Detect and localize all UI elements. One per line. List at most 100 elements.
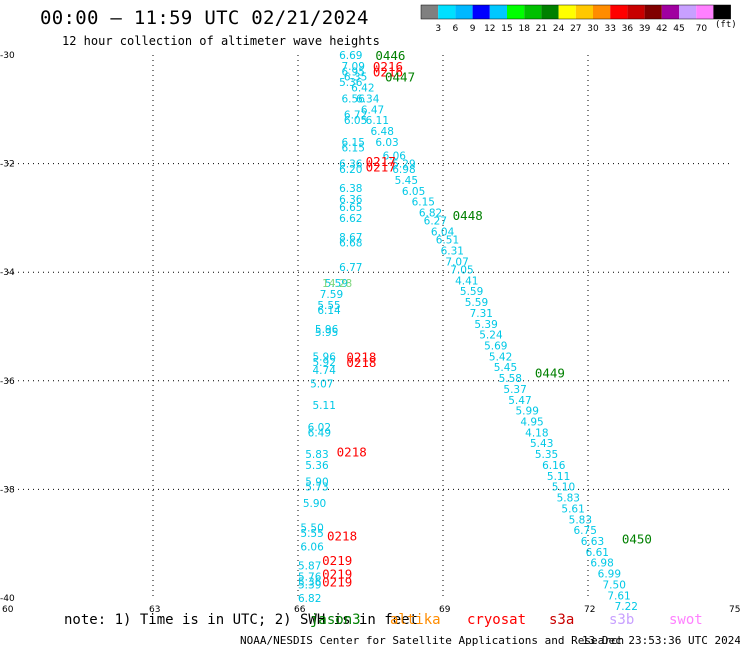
y-tick-label: -38: [0, 485, 15, 495]
data-point-label: 6.03: [375, 137, 398, 149]
time-label: 0219: [322, 553, 352, 568]
time-label: 0218: [346, 355, 376, 370]
data-point-label: 6.15: [342, 142, 365, 154]
data-point-label: 7.59: [320, 289, 343, 301]
color-scale-label: 21: [536, 24, 547, 34]
color-scale-label: 15: [501, 24, 512, 34]
chart-grid: [8, 55, 733, 598]
data-point-label: 5.24: [479, 330, 503, 342]
time-label: 0219: [322, 567, 352, 582]
data-point-label: 6.42: [351, 83, 374, 95]
data-point-label: 5.90: [305, 476, 328, 488]
data-point-label: 5.83: [569, 514, 592, 526]
data-point-label: 6.34: [356, 93, 380, 105]
time-label: 0447: [385, 70, 415, 85]
data-point-label: 6.04: [431, 226, 455, 238]
data-point-label: 5.45: [395, 175, 418, 187]
data-point-label: 4.95: [520, 417, 543, 429]
data-point-label: 7.22: [615, 601, 638, 613]
color-scale-label: 3: [435, 24, 441, 34]
data-point-label: 5.55: [317, 300, 340, 312]
data-point-label: 5.59: [465, 297, 488, 309]
data-point-label: 6.05: [344, 115, 367, 127]
time-label: 0217: [366, 154, 396, 169]
data-point-label: 4.41: [455, 275, 478, 287]
x-tick-label: 72: [584, 605, 595, 615]
data-point-label: 5.61: [561, 503, 584, 515]
color-scale-label: 6: [453, 24, 459, 34]
data-point-label: 5.47: [508, 395, 531, 407]
color-scale-label: 9: [470, 24, 476, 34]
color-swatch: [558, 5, 576, 19]
data-point-label: 6.62: [339, 213, 362, 225]
y-tick-label: -30: [0, 51, 15, 61]
color-scale-label: 33: [604, 24, 615, 34]
color-swatch: [507, 5, 525, 19]
data-point-label: 5.59: [325, 278, 348, 290]
satellite-label-jason3: jason3: [310, 612, 361, 628]
data-point-label: 5.43: [530, 438, 553, 450]
time-label: 0450: [622, 531, 652, 546]
y-tick-label: -36: [0, 377, 15, 387]
color-swatch: [679, 5, 697, 19]
data-point-label: 14.28: [322, 278, 352, 290]
time-label: 0218: [327, 529, 357, 544]
x-tick-label: 66: [294, 605, 306, 615]
time-label: 0216: [373, 64, 403, 79]
satellite-label-swot: swot: [669, 612, 703, 628]
x-tick-label: 60: [2, 605, 14, 615]
footer-generated: 13 Dec 23:53:36 UTC 2024: [582, 634, 740, 647]
time-label: 0449: [535, 366, 565, 381]
time-labels: 0446021602160447021702170448021802180449…: [322, 48, 652, 590]
page-title: 00:00 – 11:59 UTC 02/21/2024: [40, 7, 369, 29]
data-point-label: 6.20: [339, 164, 362, 176]
data-point-label: 7.50: [603, 579, 626, 591]
data-point-label: 6.11: [366, 115, 389, 127]
data-point-label: 6.51: [436, 235, 459, 247]
color-swatch: [610, 5, 628, 19]
time-label: 0218: [337, 444, 367, 459]
data-point-label: 5.69: [484, 341, 507, 353]
data-point-label: 6.82: [419, 207, 442, 219]
y-tick-label: -34: [0, 268, 15, 278]
y-tick-label: -40: [0, 594, 15, 604]
data-point-label: 6.49: [308, 427, 331, 439]
data-point-label: 5.87: [298, 560, 321, 572]
color-scale-label: 18: [518, 24, 530, 34]
data-point-label: 6.98: [392, 164, 415, 176]
data-point-label: 5.83: [557, 493, 580, 505]
data-point-label: 5.95: [315, 327, 338, 339]
data-points: 6.697.096.956.355.366.426.346.566.476.72…: [298, 50, 638, 613]
satellite-label-cryosat: cryosat: [467, 612, 527, 628]
color-swatch: [541, 5, 559, 19]
color-swatch: [696, 5, 714, 19]
data-point-label: 5.29: [392, 159, 415, 171]
data-point-label: 6.75: [574, 525, 597, 537]
data-point-label: 6.56: [342, 93, 366, 105]
x-tick-label: 75: [729, 605, 740, 615]
data-point-label: 6.82: [298, 593, 321, 605]
data-point-label: 5.42: [489, 351, 512, 363]
data-point-label: 5.45: [494, 362, 517, 374]
note-text: note: 1) Time is in UTC; 2) SWH is in fe…: [64, 612, 419, 628]
data-point-label: 5.11: [313, 400, 336, 412]
footer-credit: NOAA/NESDIS Center for Satellite Applica…: [240, 634, 625, 647]
data-point-label: 5.83: [305, 449, 328, 461]
color-swatch: [421, 5, 439, 19]
satellite-label-s3b: s3b: [609, 612, 635, 628]
data-point-label: 5.35: [535, 449, 558, 461]
data-point-label: 4.18: [525, 427, 548, 439]
data-point-label: 6.95: [342, 66, 365, 78]
chart-axes: 60 63 66 69 72 75 -30 -32 -34 -36 -38 -40: [0, 51, 740, 615]
data-point-label: 5.90: [303, 498, 326, 510]
data-point-label: 5.92: [313, 357, 336, 369]
data-point-label: 6.72: [344, 110, 367, 122]
x-tick-label: 69: [439, 605, 451, 615]
data-point-label: 6.77: [339, 262, 362, 274]
color-swatch: [627, 5, 645, 19]
satellite-label-s3a: s3a: [549, 612, 575, 628]
color-swatch: [455, 5, 473, 19]
time-label: 0448: [453, 208, 483, 223]
data-point-label: 5.39: [298, 579, 321, 591]
color-swatch: [524, 5, 542, 19]
